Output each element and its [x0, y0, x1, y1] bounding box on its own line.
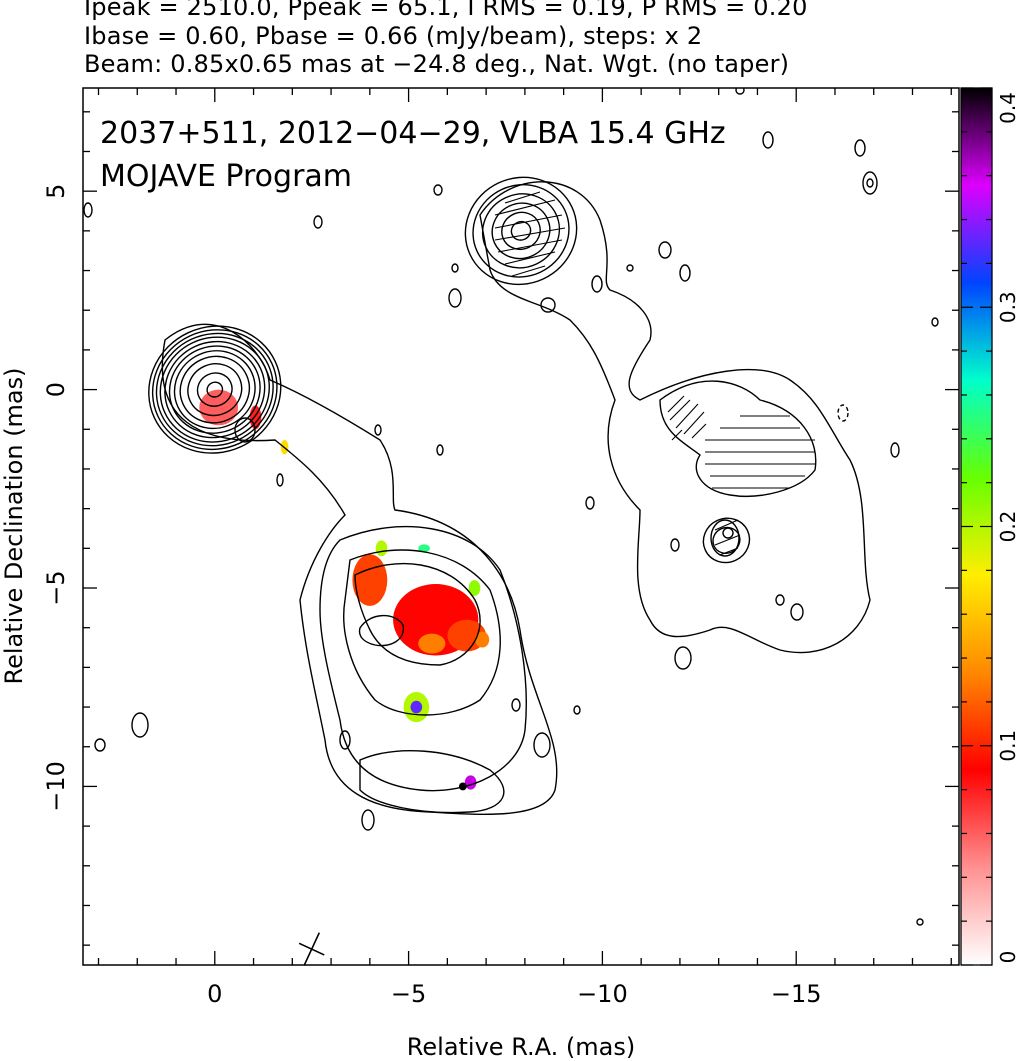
- colorbar-tick-label: 0.4: [996, 92, 1020, 124]
- x-tick-label: −15: [771, 980, 822, 1008]
- header-line-2: Ibase = 0.60, Pbase = 0.66 (mJy/beam), s…: [84, 22, 703, 50]
- chart-title: 2037+511, 2012−04−29, VLBA 15.4 GHz: [100, 116, 726, 151]
- jet-inner-hole-contour: [358, 614, 404, 647]
- y-tick-label: 0: [42, 382, 70, 397]
- isolated-contours: [83, 88, 939, 926]
- pol-patch-4: [375, 540, 388, 557]
- core-contour-2: [187, 363, 243, 417]
- knot-ne-contour-3: [481, 193, 561, 269]
- x-tick-label: −5: [391, 980, 426, 1008]
- core-contour-8: [155, 332, 274, 447]
- colorbar-tick-label: 0.2: [996, 511, 1020, 543]
- core-contour-3: [179, 355, 251, 424]
- pol-patch-7: [418, 633, 446, 654]
- ne-region-contour: [479, 181, 871, 654]
- y-tick-label: −10: [42, 761, 70, 812]
- core-contour-4: [173, 350, 256, 430]
- pol-patch-9: [468, 580, 481, 596]
- knot-se-contour-0: [712, 526, 741, 555]
- pol-patch-12: [410, 700, 423, 714]
- pol-patch-8: [475, 631, 490, 648]
- header-line-1: Ipeak = 2510.0, Ppeak = 65.1, I RMS = 0.…: [84, 0, 808, 21]
- core-contour-5: [168, 345, 261, 434]
- core-contour-1: [196, 372, 233, 407]
- colorbar-tick-label: 0: [996, 951, 1020, 964]
- y-axis-label: Relative Declination (mas): [0, 367, 28, 684]
- hatched-patches: [494, 191, 815, 556]
- pol-patch-10: [418, 544, 430, 553]
- knot-ne-contour-5: [464, 176, 578, 286]
- component-contours: [148, 176, 751, 564]
- colorbar-tick-label: 0.3: [996, 291, 1020, 323]
- jet-lower-contour: [359, 749, 505, 814]
- core-contour-7: [159, 336, 270, 443]
- colorbar-tick-labels: 0 0.1 0.2 0.3 0.4: [996, 92, 1020, 963]
- beam-minor-axis: [298, 942, 325, 956]
- jet-contour-4: [354, 562, 481, 666]
- axis-tick-labels: 0 −5 −10 −15 5 0 −5 −10: [42, 184, 822, 1008]
- ne-region-inner-contour: [659, 380, 817, 497]
- y-tick-label: −5: [42, 570, 70, 605]
- x-axis-label: Relative R.A. (mas): [407, 1033, 635, 1061]
- core-contour-0: [206, 381, 224, 398]
- x-tick-label: −10: [577, 980, 628, 1008]
- core-contour-9: [151, 329, 278, 451]
- beam-marker: [298, 932, 325, 966]
- colorbar-tick-label: 0.1: [996, 730, 1020, 762]
- knot-ne-contour-4: [472, 184, 570, 278]
- jet-envelope-contour: [161, 323, 558, 815]
- polarization-map: [199, 389, 490, 791]
- knot-ne-contour-1: [501, 211, 541, 251]
- intensity-contours: [83, 88, 939, 926]
- pol-patch-3: [352, 554, 388, 606]
- plot-frame: [82, 87, 960, 966]
- jet-contour-3: [343, 549, 501, 716]
- header-line-3: Beam: 0.85x0.65 mas at −24.8 deg., Nat. …: [84, 50, 790, 78]
- core-contour-6: [164, 340, 266, 439]
- jet-contour-2: [319, 525, 527, 792]
- knot-ne-contour-0: [510, 220, 532, 241]
- knot-ne-contour-2: [491, 202, 551, 260]
- axis-ticks: [83, 88, 959, 965]
- colorbar-ticks: [961, 87, 992, 966]
- knot-se-contour-1: [702, 517, 751, 564]
- x-tick-label: 0: [207, 980, 222, 1008]
- y-tick-label: 5: [42, 184, 70, 199]
- chart-subtitle: MOJAVE Program: [100, 159, 352, 194]
- core-contour-10: [148, 325, 282, 454]
- pol-patch-0: [199, 389, 239, 426]
